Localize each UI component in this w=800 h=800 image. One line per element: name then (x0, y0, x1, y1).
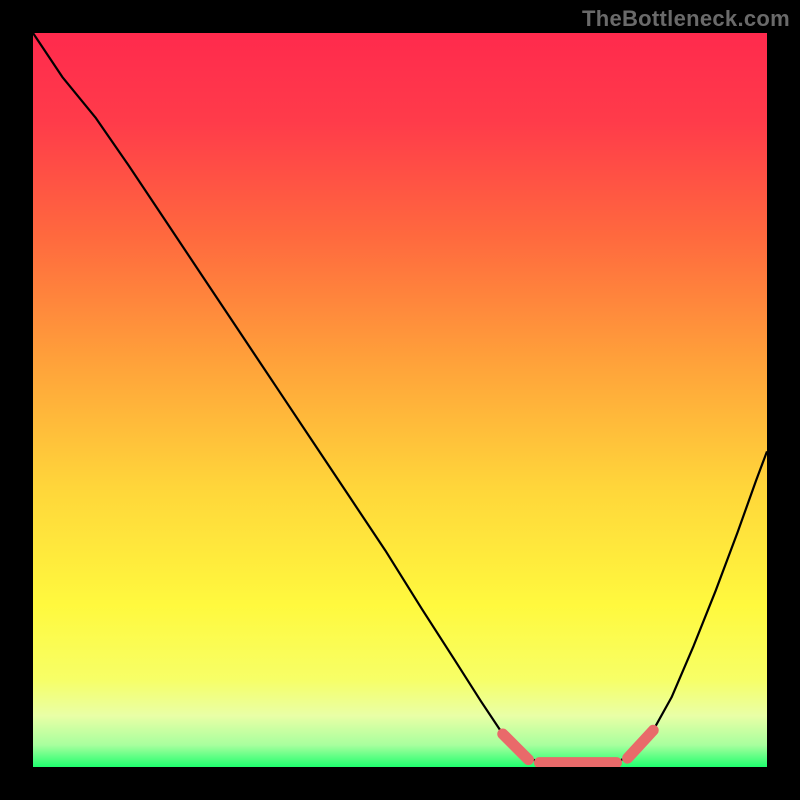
plot-svg (33, 33, 767, 767)
chart-container: TheBottleneck.com (0, 0, 800, 800)
gradient-background (33, 33, 767, 767)
watermark-text: TheBottleneck.com (582, 6, 790, 32)
plot-area (33, 33, 767, 767)
